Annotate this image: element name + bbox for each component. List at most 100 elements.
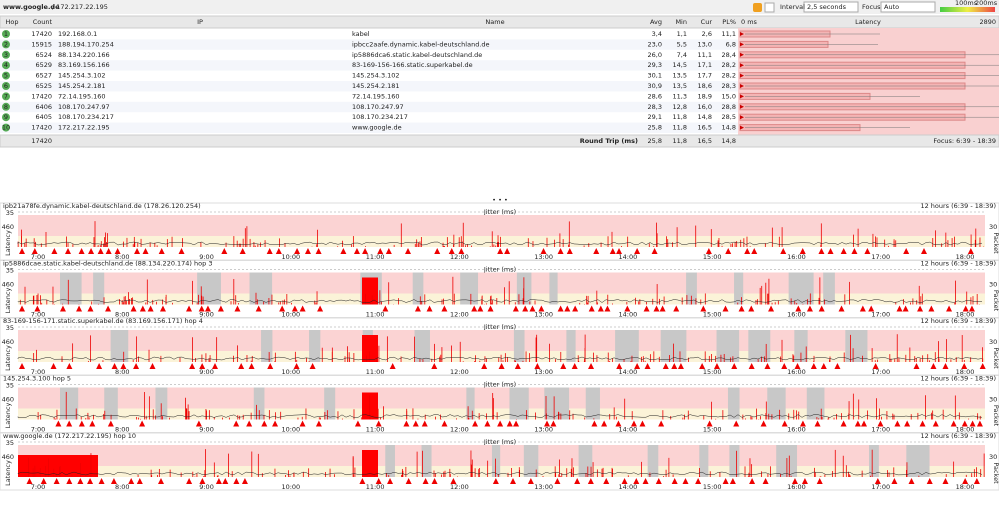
loss-marker: [946, 305, 953, 312]
loss-marker: [673, 305, 680, 312]
loss-marker: [969, 420, 976, 427]
loss-marker: [534, 363, 541, 369]
loss-marker: [458, 248, 465, 254]
time-tick: 14:00: [619, 368, 638, 376]
loss-marker: [527, 478, 534, 484]
loss-marker: [795, 305, 802, 312]
cell: 6405: [35, 113, 52, 121]
hop-number: 7: [4, 92, 8, 100]
column-header: Count: [33, 18, 53, 26]
loss-marker: [968, 305, 975, 312]
loss-marker: [405, 478, 412, 484]
loss-marker: [375, 420, 382, 427]
loss-marker: [557, 305, 564, 312]
latency-marker: [740, 52, 744, 57]
loss-marker: [967, 248, 974, 254]
latency-marker: [740, 42, 744, 47]
outage: [412, 272, 424, 305]
cell: 108.170.247.97: [58, 103, 110, 111]
loss-marker: [591, 420, 598, 427]
summary-row: [0, 134, 999, 148]
pause-button[interactable]: [753, 3, 762, 12]
cell: 28,2: [722, 61, 736, 69]
loss-marker: [53, 478, 60, 484]
time-tick: 11:00: [366, 426, 385, 434]
loss-marker: [671, 363, 678, 369]
cell: 17420: [31, 92, 52, 100]
cell: 14,8: [722, 124, 736, 132]
outage: [249, 272, 273, 305]
loss-marker: [275, 248, 282, 254]
plot-high: [18, 272, 985, 294]
loss-marker: [791, 478, 798, 484]
panel-range: 12 hours (6:39 - 18:39): [920, 260, 996, 268]
loss-marker: [421, 420, 428, 427]
loss-marker: [111, 363, 118, 369]
row-stripe: [0, 101, 738, 113]
loss-marker: [359, 478, 366, 484]
loss-marker: [979, 363, 986, 369]
panel-title: ip5886dcae.static.kabel-deutschland.de (…: [3, 260, 212, 268]
loss-marker: [540, 248, 547, 254]
loss-marker: [382, 305, 389, 312]
outage: [104, 387, 118, 420]
loss-marker: [588, 305, 595, 312]
loss-marker: [198, 305, 205, 312]
loss-marker: [564, 305, 571, 312]
outage: [647, 445, 659, 477]
time-tick: 9:00: [199, 368, 214, 376]
loss-marker: [677, 363, 684, 369]
loss-marker: [477, 305, 484, 312]
loss-marker: [204, 305, 211, 312]
loss-marker: [248, 363, 255, 369]
loss-marker: [818, 305, 825, 312]
loss-marker: [387, 478, 394, 484]
loss-block: [362, 277, 378, 305]
loss-marker: [840, 420, 847, 427]
loss-marker: [961, 363, 968, 369]
splitter[interactable]: • • •: [492, 196, 508, 204]
loss-marker: [705, 248, 712, 254]
table-header: [0, 15, 999, 29]
loss-marker: [930, 363, 937, 369]
cell: 145.254.3.102: [352, 72, 400, 80]
time-tick: 16:00: [787, 253, 806, 261]
loss-marker: [255, 305, 262, 312]
hop-icon: [2, 123, 10, 132]
time-tick: 8:00: [115, 368, 130, 376]
loss-marker: [950, 420, 957, 427]
loss-marker: [838, 305, 845, 312]
cell: 28,3: [648, 103, 662, 111]
loss-marker: [450, 478, 457, 484]
outage: [460, 272, 479, 305]
hop-number: 5: [4, 72, 8, 80]
loss-marker: [896, 305, 903, 312]
loss-marker: [105, 305, 112, 312]
loss-marker: [587, 478, 594, 484]
loss-marker: [78, 248, 85, 254]
latency-line: [17, 241, 983, 246]
loss-marker: [973, 478, 980, 484]
menu-button[interactable]: [764, 2, 775, 13]
loss-marker: [504, 248, 511, 254]
outage: [261, 330, 273, 362]
loss-marker: [422, 478, 429, 484]
interval-select[interactable]: [803, 1, 859, 13]
loss-marker: [928, 305, 935, 312]
label: Latency: [4, 230, 12, 256]
toolbar: [0, 0, 999, 14]
loss-marker: [233, 420, 240, 427]
plot-high: [18, 215, 985, 236]
loss-marker: [487, 305, 494, 312]
loss-marker: [315, 248, 322, 254]
latency-line: [17, 299, 983, 303]
outage: [523, 445, 539, 477]
focus-select[interactable]: [880, 1, 936, 13]
hop-number: 8: [4, 103, 8, 111]
time-tick: 14:00: [619, 426, 638, 434]
loss-marker: [864, 248, 871, 254]
loss-block: [362, 450, 378, 477]
loss-marker: [639, 420, 646, 427]
loss-marker: [603, 478, 610, 484]
